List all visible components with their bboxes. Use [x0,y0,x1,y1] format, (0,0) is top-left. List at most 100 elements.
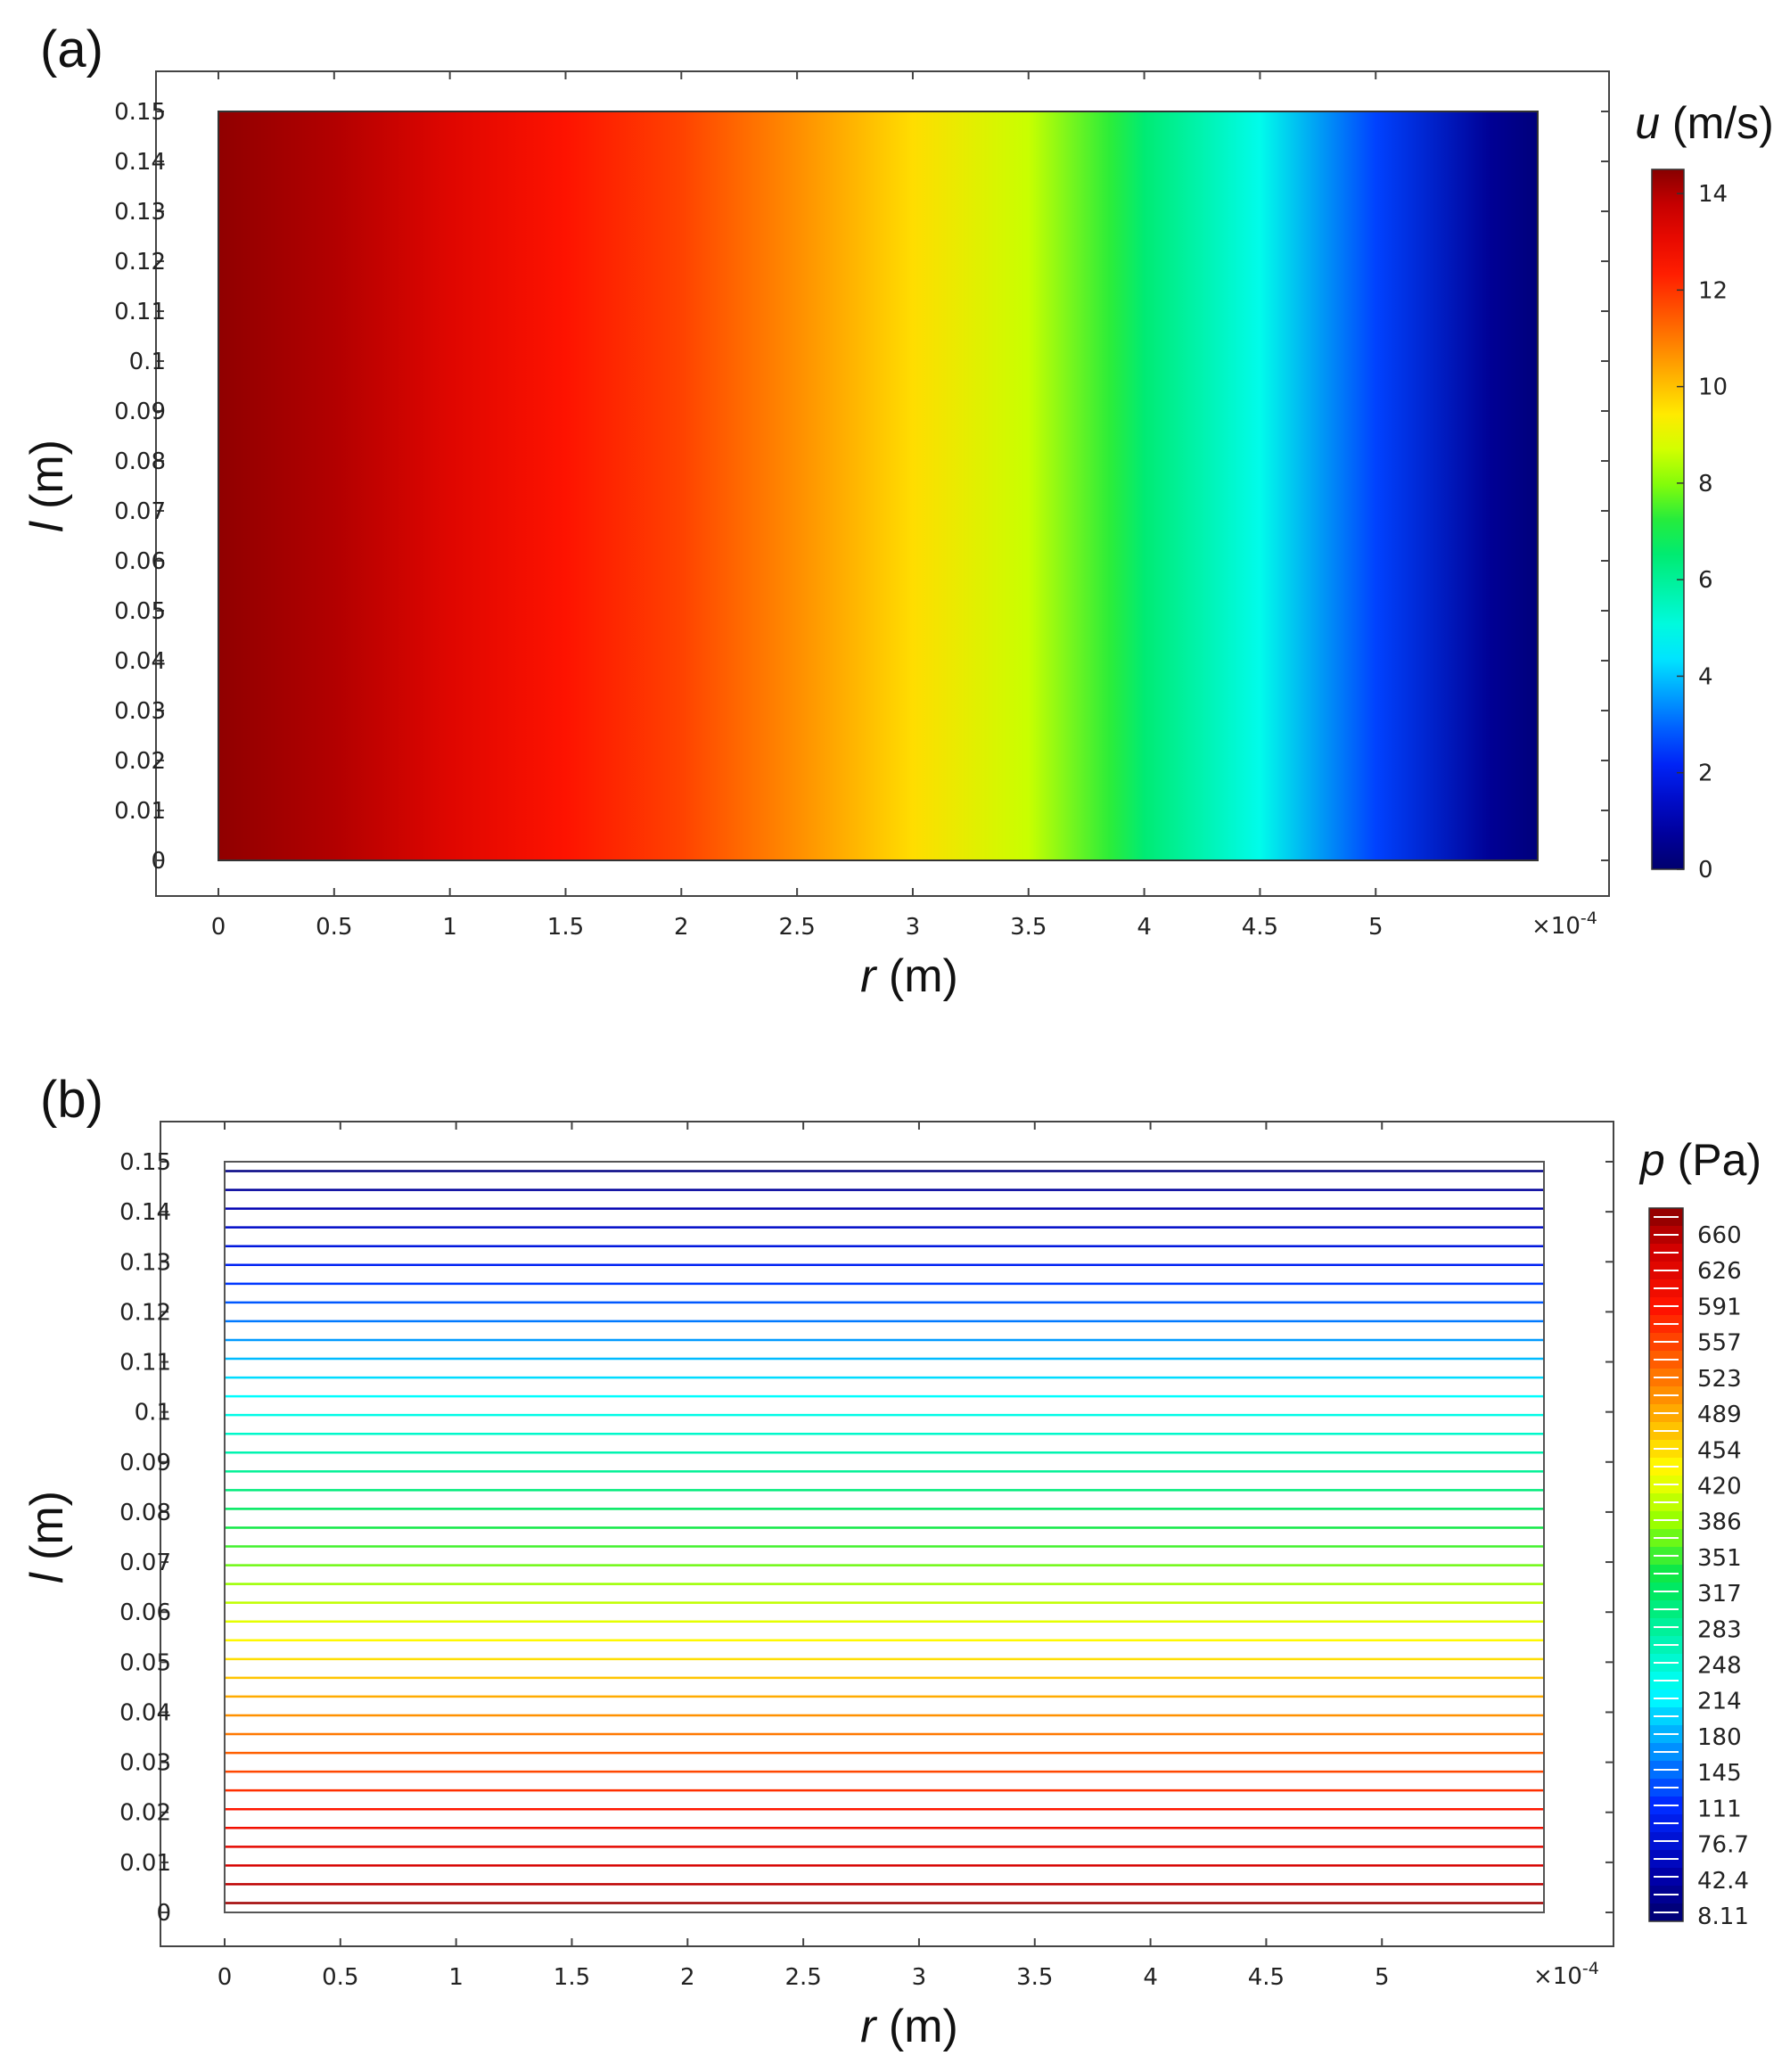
y-tick-label: 0.15 [114,99,166,126]
colorbar-b [1648,1207,1684,1922]
colorbar-b-tick-label: 420 [1697,1473,1742,1500]
x-tick-label: 0 [218,1964,233,1991]
x-tick-label: 2.5 [784,1964,821,1991]
y-tick-label: 0.02 [114,748,166,775]
x-axis-label-b: r (m) [860,2001,958,2052]
x-tick-label: 0.5 [322,1964,358,1991]
panel-a-label: (a) [40,21,103,78]
colorbar-b-ticks: 660 626 591 557 523 489 454 420 386 351 317 283 248 2… [1697,1222,1749,1930]
axes-frame-b [160,1121,1614,1947]
y-tick-label: 0.07 [114,498,166,525]
pressure-contours [225,1170,1544,1904]
y-tick-label: 0 [151,848,166,875]
colorbar-a-tick-label: 10 [1698,374,1728,401]
x-tick-label: 4.5 [1248,1964,1285,1991]
x-tick-label: 1.5 [554,1964,590,1991]
y-tick-label: 0.11 [114,299,166,325]
x-tick-label: 3 [912,1964,927,1991]
y-ticks-b: 0 0.01 0.02 0.03 0.04 0.05 0.06 0.07 0.08 0.09 0.1… [119,1149,1613,1927]
x-tick-label: 5 [1375,1964,1390,1991]
panel-b-label: (b) [40,1071,103,1129]
y-tick-label: 0.08 [114,448,166,475]
colorbar-b-tick-label: 523 [1697,1366,1742,1393]
colorbar-b-tick-label: 591 [1697,1294,1742,1320]
y-tick-label: 0.06 [114,548,166,575]
y-tick-label: 0.05 [119,1649,171,1676]
x-tick-label: 1.5 [547,914,584,941]
colorbar-b-tick-label: 351 [1697,1545,1742,1572]
y-tick-label: 0.03 [114,698,166,725]
colorbar-b-tick-label: 660 [1697,1222,1742,1249]
y-axis-label-b: l (m) [21,1491,73,1583]
y-tick-label: 0.13 [119,1249,171,1276]
plot-domain-border-b [224,1161,1545,1913]
colorbar-b-tick-label: 248 [1697,1653,1742,1680]
x-ticks-a: 0 0.5 1 1.5 2 2.5 3 3.5 4 4.5 5 [211,71,1384,941]
y-tick-label: 0.01 [114,798,166,825]
y-tick-label: 0.09 [114,399,166,425]
plot-domain-border-a [218,111,1539,861]
colorbar-b-tick-label: 214 [1697,1689,1742,1715]
y-tick-label: 0.02 [119,1800,171,1827]
y-tick-label: 0.03 [119,1750,171,1777]
colorbar-a-tick-label: 6 [1698,567,1713,594]
colorbar-b-tick-label: 111 [1697,1796,1742,1822]
colorbar-b-tick-label: 283 [1697,1616,1742,1643]
x-tick-label: 4.5 [1242,914,1278,941]
x-tick-label: 0 [211,914,226,941]
colorbar-a-ticks: 0 2 4 6 8 10 12 14 [1677,181,1728,884]
y-tick-label: 0.11 [119,1350,171,1377]
y-tick-label: 0 [156,1900,171,1927]
y-tick-label: 0.04 [119,1699,171,1726]
colorbar-b-tick-label: 76.7 [1697,1832,1749,1859]
y-tick-label: 0.12 [119,1299,171,1326]
panel-a: (a) 0 0.5 1 1.5 2 2.5 3 3.5 4 4.5 5 00.010.020.030… [21,21,1774,1002]
colorbar-b-tick-label: 386 [1697,1509,1742,1536]
colorbar-b-tick-label: 42.4 [1697,1868,1749,1895]
y-tick-label: 0.09 [119,1450,171,1476]
x-tick-label: 5 [1368,914,1384,941]
y-tick-label: 0.08 [119,1500,171,1526]
y-tick-label: 0.07 [119,1550,171,1576]
x-multiplier-a: ×10-4 [1531,909,1597,940]
colorbar-b-tick-label: 557 [1697,1330,1742,1357]
colorbar-b-tick-label: 145 [1697,1760,1742,1787]
x-tick-label: 2 [674,914,689,941]
u-field [218,111,1538,860]
x-tick-label: 3.5 [1010,914,1047,941]
y-tick-label: 0.01 [119,1850,171,1877]
y-tick-label: 0.14 [119,1199,171,1226]
y-tick-label: 0.05 [114,598,166,625]
colorbar-b-tick-label: 8.11 [1697,1903,1749,1930]
colorbar-a-tick-label: 4 [1698,663,1713,690]
colorbar-a-tick-label: 8 [1698,471,1713,497]
colorbar-a-title: u (m/s) [1635,98,1774,148]
x-ticks-b: 0 0.5 1 1.5 2 2.5 3 3.5 4 4.5 5 [218,1122,1390,1991]
colorbar-a-tick-label: 2 [1698,761,1713,787]
x-tick-label: 4 [1143,1964,1158,1991]
colorbar-a-tick-label: 12 [1698,277,1728,304]
y-tick-label: 0.15 [119,1149,171,1176]
x-tick-label: 1 [442,914,457,941]
colorbar-a-tick-label: 14 [1698,181,1728,208]
colorbar-a [1651,169,1685,870]
x-tick-label: 3 [906,914,921,941]
colorbar-b-title: p (Pa) [1638,1135,1761,1185]
x-tick-label: 4 [1137,914,1152,941]
colorbar-b-tick-label: 317 [1697,1581,1742,1607]
x-tick-label: 0.5 [316,914,352,941]
colorbar-a-tick-label: 0 [1698,857,1713,884]
x-tick-label: 1 [448,1964,464,1991]
colorbar-b-tick-label: 489 [1697,1402,1742,1428]
y-tick-label: 0.13 [114,199,166,226]
y-tick-label: 0.06 [119,1599,171,1626]
axes-frame-a [155,70,1610,897]
y-tick-label: 0.14 [114,149,166,176]
x-tick-label: 2.5 [778,914,815,941]
y-tick-label: 0.1 [129,349,166,375]
y-ticks-a: 0 0.01 0.02 0.03 0.04 0.05 0.06 0.07 0.08 0.09 0.1… [114,99,1609,875]
colorbar-b-tick-label: 180 [1697,1724,1742,1751]
colorbar-b-tick-label: 454 [1697,1437,1742,1464]
y-tick-label: 0.04 [114,648,166,675]
